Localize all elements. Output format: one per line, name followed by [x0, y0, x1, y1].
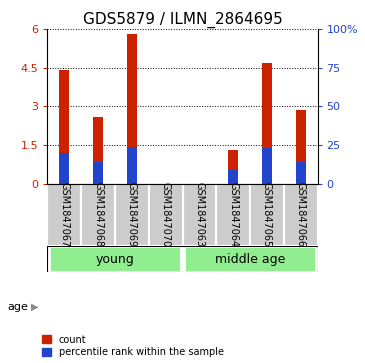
- Bar: [296, 110, 306, 184]
- Text: GSM1847068: GSM1847068: [93, 182, 103, 248]
- Text: GSM1847069: GSM1847069: [127, 182, 137, 248]
- Bar: [93, 162, 103, 184]
- Bar: [250, 184, 284, 246]
- Bar: [262, 62, 272, 184]
- Bar: [228, 150, 238, 184]
- Bar: [228, 170, 238, 184]
- Text: GSM1847065: GSM1847065: [262, 182, 272, 248]
- Bar: [47, 184, 81, 246]
- Title: GDS5879 / ILMN_2864695: GDS5879 / ILMN_2864695: [82, 12, 283, 28]
- Bar: [284, 184, 318, 246]
- Bar: [115, 184, 149, 246]
- Text: GSM1847070: GSM1847070: [161, 182, 170, 248]
- Text: ▶: ▶: [31, 302, 39, 312]
- Bar: [216, 184, 250, 246]
- Bar: [184, 246, 316, 272]
- Bar: [262, 148, 272, 184]
- Text: middle age: middle age: [215, 253, 285, 266]
- Bar: [59, 70, 69, 184]
- Bar: [296, 162, 306, 184]
- Bar: [49, 246, 181, 272]
- Text: GSM1847063: GSM1847063: [195, 182, 204, 248]
- Bar: [127, 34, 137, 184]
- Text: GSM1847067: GSM1847067: [59, 182, 69, 248]
- Bar: [81, 184, 115, 246]
- Legend: count, percentile rank within the sample: count, percentile rank within the sample: [41, 334, 225, 358]
- Bar: [127, 147, 137, 184]
- Bar: [182, 184, 216, 246]
- Text: young: young: [96, 253, 134, 266]
- Bar: [93, 117, 103, 184]
- Text: GSM1847064: GSM1847064: [228, 182, 238, 248]
- Bar: [149, 184, 182, 246]
- Text: GSM1847066: GSM1847066: [296, 182, 306, 248]
- Bar: [59, 153, 69, 184]
- Text: age: age: [7, 302, 28, 312]
